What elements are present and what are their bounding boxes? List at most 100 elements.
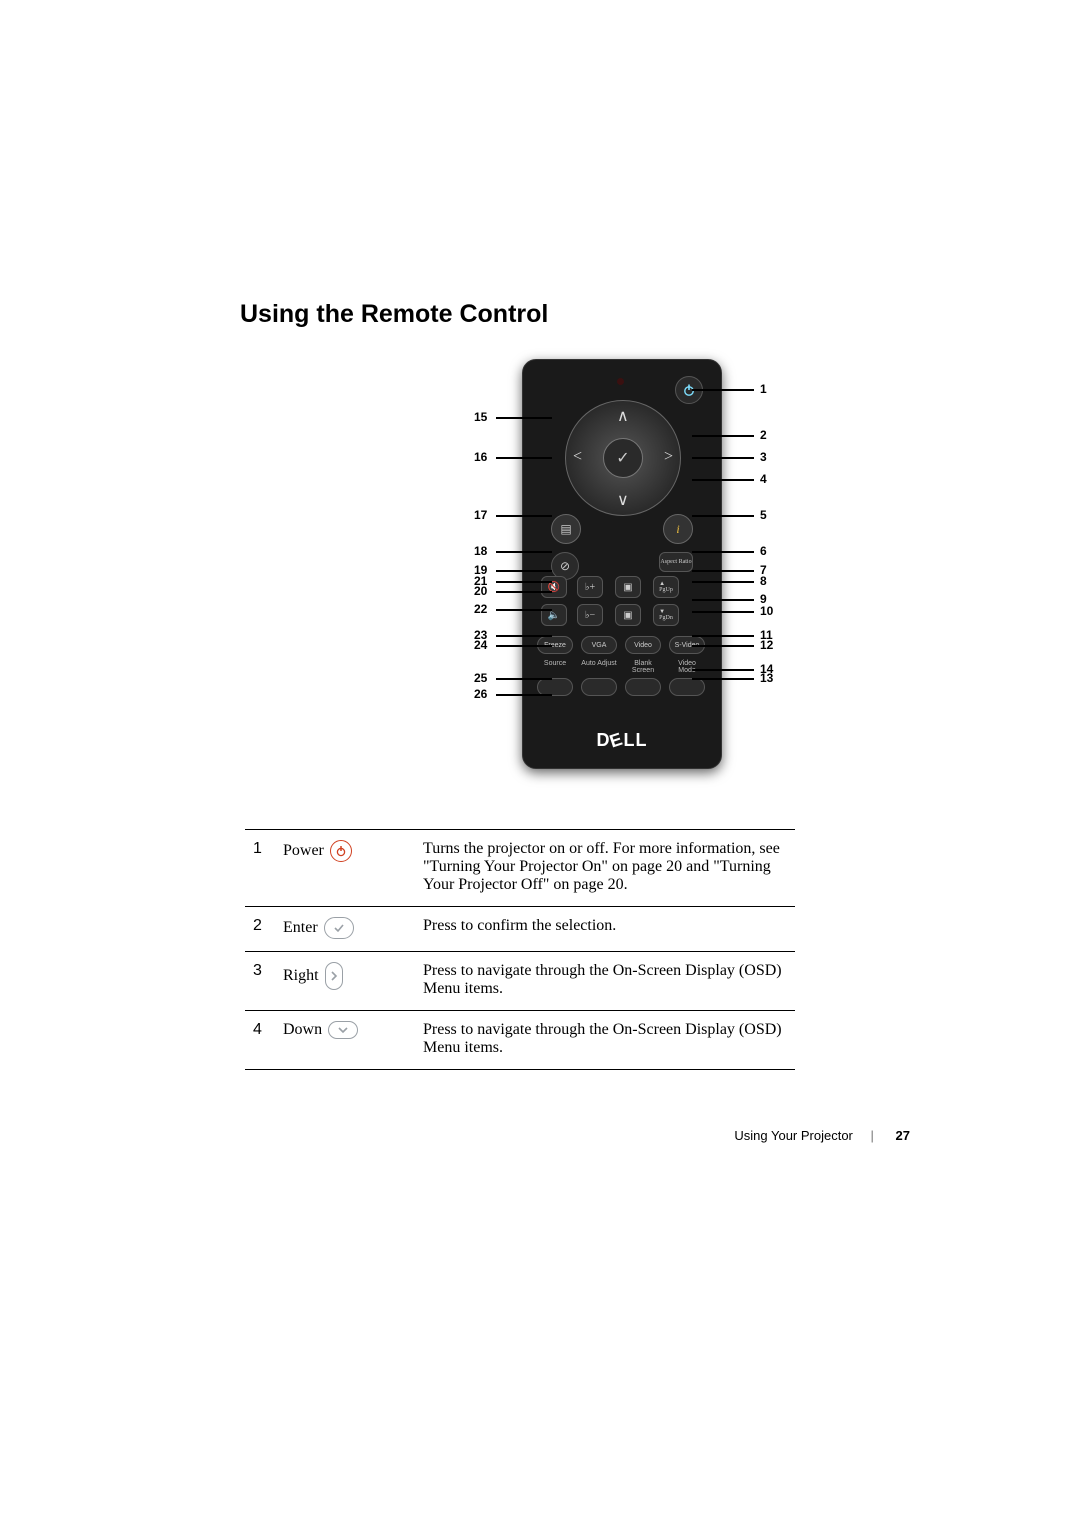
callout-line: [692, 599, 754, 601]
autoadj-button: [581, 678, 617, 696]
callout-line: [692, 435, 754, 437]
callout-line: [692, 645, 754, 647]
key-description: Turns the projector on or off. For more …: [415, 830, 795, 907]
callout-number: 18: [474, 544, 487, 558]
callout-number: 15: [474, 410, 487, 424]
dpad-enter: ✓: [603, 438, 643, 478]
button-key-table: 1 Power Turns the projector on or off. Fo…: [245, 829, 795, 1070]
row-number: 4: [245, 1011, 275, 1070]
callout-number: 10: [760, 604, 773, 618]
callout-number: 5: [760, 508, 767, 522]
callout-number: 25: [474, 671, 487, 685]
callout-line: [496, 515, 552, 517]
callout-line: [496, 645, 552, 647]
key-description: Press to navigate through the On-Screen …: [415, 952, 795, 1011]
page-footer: Using Your Projector | 27: [734, 1128, 910, 1143]
dpad-left-icon: <: [573, 448, 582, 466]
dpad-down-icon: ∨: [617, 490, 629, 510]
dpad-up-icon: ∧: [617, 406, 629, 426]
vol-down-button: ♭−: [577, 604, 603, 626]
remote-body: ∧ ∨ < > ✓ ▤ i ⊘ Aspect Ratio 🔇 ♭+ ▣ ▲PgU…: [522, 359, 722, 769]
callout-number: 24: [474, 638, 487, 652]
table-row: 3 Right Press to navigate through the On-…: [245, 952, 795, 1011]
table-row: 2 Enter Press to confirm the selection.: [245, 907, 795, 952]
key-label: Down: [283, 1021, 358, 1039]
callout-number: 17: [474, 508, 487, 522]
callout-line: [692, 479, 754, 481]
keystone-up-button: ▣: [615, 576, 641, 598]
blank-label: Blank Screen: [625, 660, 661, 674]
aspect-ratio-button: Aspect Ratio: [659, 552, 693, 572]
callout-line: [692, 389, 754, 391]
right-icon: [325, 962, 343, 990]
key-label: Right: [283, 962, 343, 990]
callout-line: [692, 581, 754, 583]
video-button: Video: [625, 636, 661, 654]
page-up-button: ▲PgUp: [653, 576, 679, 598]
callout-line: [496, 609, 552, 611]
dpad-right-icon: >: [664, 448, 673, 466]
key-description: Press to navigate through the On-Screen …: [415, 1011, 795, 1070]
callout-line: [692, 551, 754, 553]
callout-line: [496, 581, 552, 583]
keystone-down-button: ▣: [615, 604, 641, 626]
callout-line: [692, 570, 754, 572]
page-down-button: ▼PgDn: [653, 604, 679, 626]
callout-number: 20: [474, 584, 487, 598]
callout-number: 2: [760, 428, 767, 442]
callout-number: 3: [760, 450, 767, 464]
dpad: ∧ ∨ < > ✓: [565, 400, 681, 516]
callout-line: [496, 678, 552, 680]
enter-icon: [324, 917, 354, 939]
footer-page-number: 27: [896, 1128, 910, 1143]
row-number: 1: [245, 830, 275, 907]
callout-line: [496, 635, 552, 637]
key-description: Press to confirm the selection.: [415, 907, 795, 952]
vga-button: VGA: [581, 636, 617, 654]
callout-line: [496, 457, 552, 459]
vol-up-button: ♭+: [577, 576, 603, 598]
vmode-label: Video Mode: [669, 660, 705, 674]
callout-line: [692, 635, 754, 637]
callout-line: [692, 611, 754, 613]
dell-logo: DELL: [523, 730, 721, 751]
remote-figure: ∧ ∨ < > ✓ ▤ i ⊘ Aspect Ratio 🔇 ♭+ ▣ ▲PgU…: [370, 359, 930, 789]
source-label: Source: [537, 660, 573, 667]
mute-button: 🔇: [541, 576, 567, 598]
vmode-button: [669, 678, 705, 696]
callout-line: [496, 551, 552, 553]
callout-number: 26: [474, 687, 487, 701]
row-number: 3: [245, 952, 275, 1011]
callout-line: [496, 694, 552, 696]
autoadj-label: Auto Adjust: [581, 660, 617, 667]
callout-number: 22: [474, 602, 487, 616]
callout-number: 6: [760, 544, 767, 558]
volume-button: 🔈: [541, 604, 567, 626]
footer-separator: |: [871, 1128, 874, 1143]
callout-line: [692, 669, 754, 671]
menu-button: ▤: [551, 514, 581, 544]
callout-number: 8: [760, 574, 767, 588]
table-row: 4 Down Press to navigate through the On-S…: [245, 1011, 795, 1070]
page-title: Using the Remote Control: [240, 300, 910, 329]
key-label: Enter: [283, 917, 354, 939]
callout-line: [692, 678, 754, 680]
callout-number: 4: [760, 472, 767, 486]
callout-line: [496, 417, 552, 419]
blank-button: [625, 678, 661, 696]
callout-number: 16: [474, 450, 487, 464]
callout-line: [692, 457, 754, 459]
ir-led: [617, 378, 624, 385]
callout-line: [692, 515, 754, 517]
info-button: i: [663, 514, 693, 544]
callout-number: 13: [760, 671, 773, 685]
key-label: Power: [283, 840, 352, 862]
power-icon: [330, 840, 352, 862]
callout-number: 12: [760, 638, 773, 652]
row-number: 2: [245, 907, 275, 952]
footer-section: Using Your Projector: [734, 1128, 853, 1143]
callout-line: [496, 591, 552, 593]
down-icon: [328, 1021, 358, 1039]
table-row: 1 Power Turns the projector on or off. Fo…: [245, 830, 795, 907]
callout-number: 1: [760, 382, 767, 396]
